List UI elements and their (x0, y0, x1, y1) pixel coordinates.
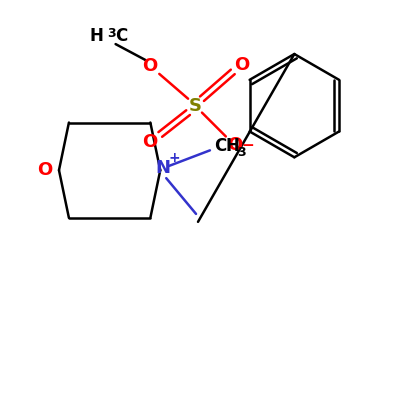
Text: C: C (116, 27, 128, 45)
Text: S: S (188, 97, 202, 115)
Text: C: C (214, 137, 226, 155)
Text: H: H (226, 137, 240, 155)
Text: O: O (142, 57, 157, 75)
Text: 3: 3 (108, 27, 116, 40)
Text: H: H (90, 27, 104, 45)
Text: O: O (227, 136, 242, 154)
Text: O: O (234, 56, 249, 74)
Text: −: − (241, 138, 254, 153)
Text: +: + (168, 151, 180, 165)
Text: O: O (38, 161, 53, 179)
Text: 3: 3 (237, 146, 245, 159)
Text: N: N (156, 159, 171, 177)
Text: O: O (142, 134, 157, 152)
